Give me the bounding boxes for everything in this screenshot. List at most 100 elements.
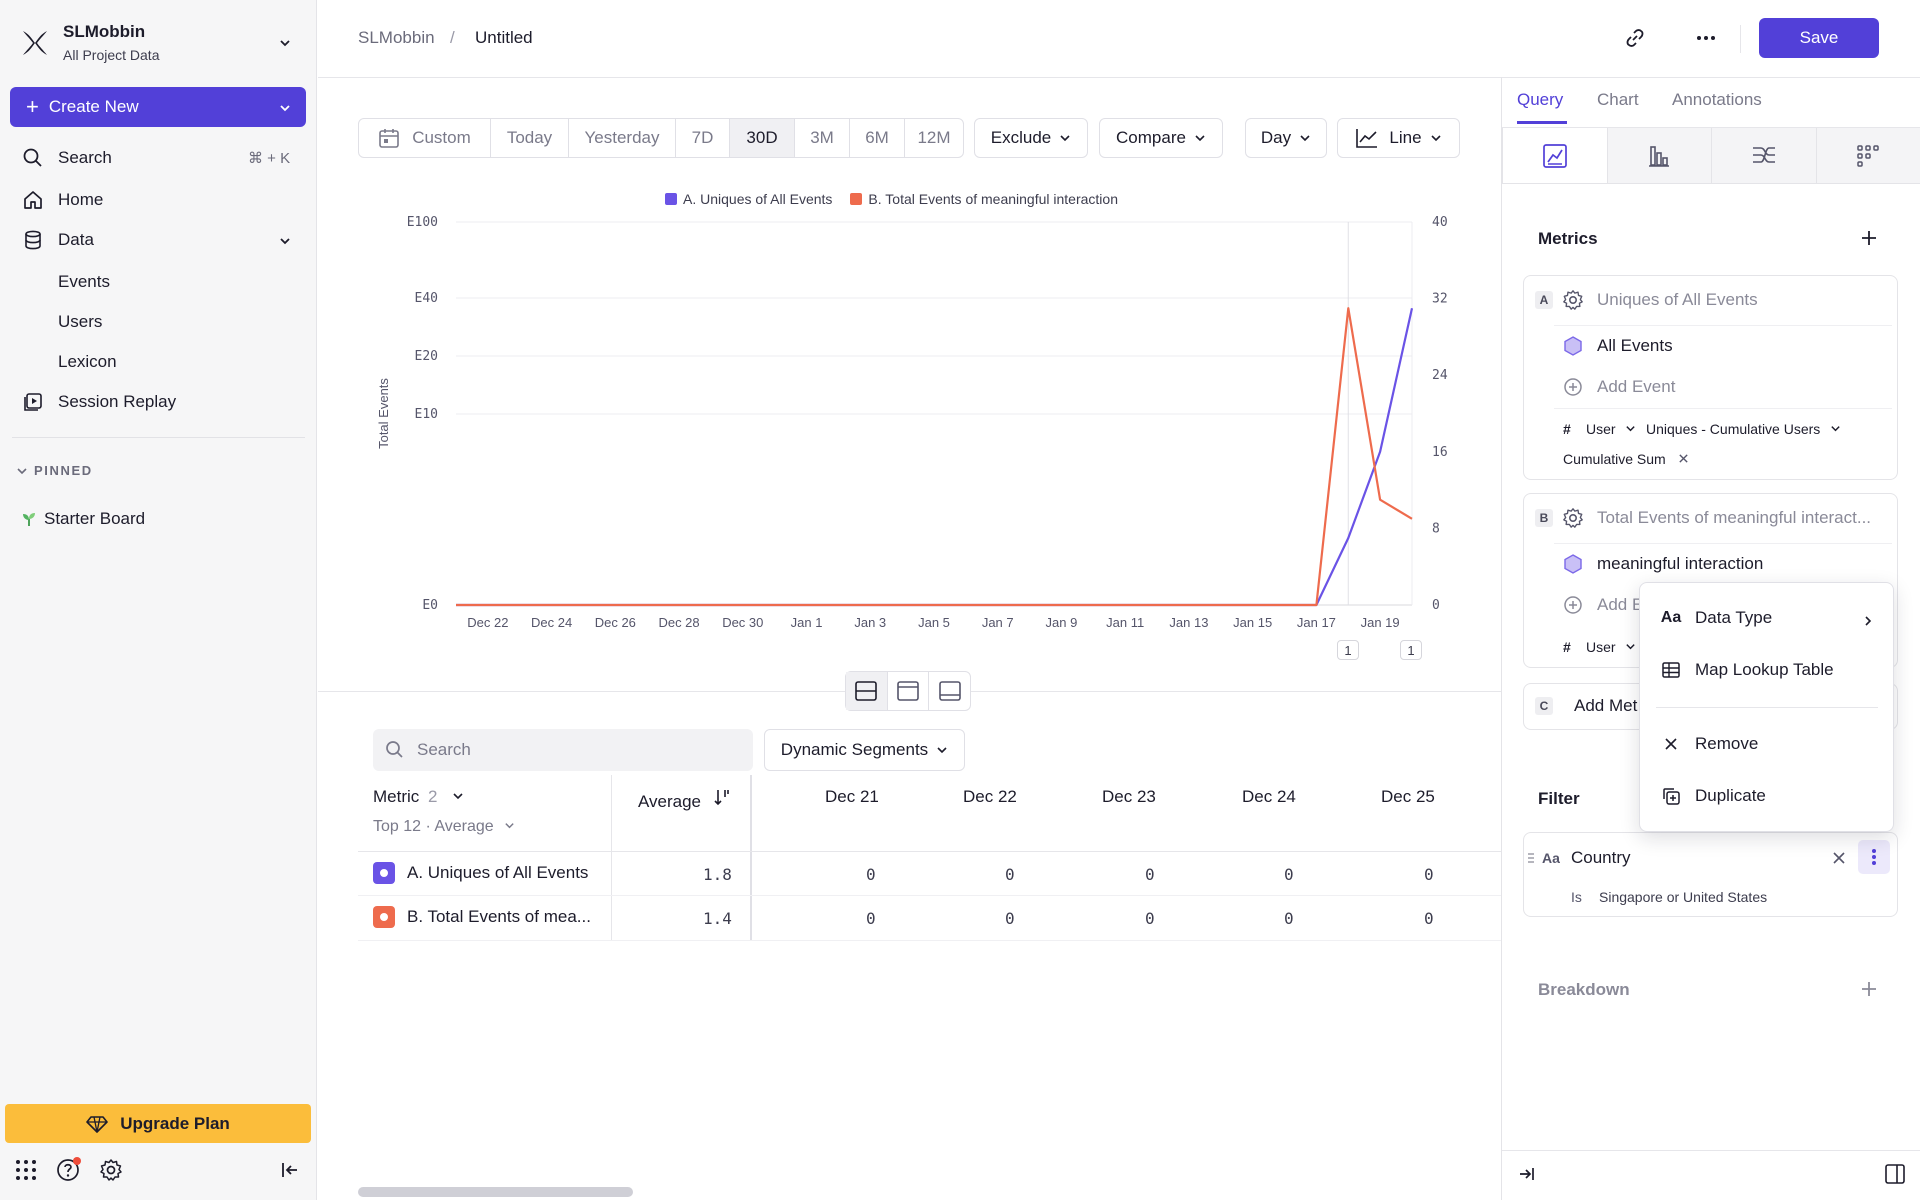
add-breakdown-plus-icon[interactable] xyxy=(1860,980,1878,998)
funnels-tab[interactable] xyxy=(1606,128,1711,183)
chart-type-dropdown[interactable]: Line xyxy=(1337,118,1460,158)
org-name[interactable]: SLMobbin xyxy=(63,22,146,41)
range-12m[interactable]: 12M xyxy=(917,128,951,147)
sidebar-item-session-replay[interactable]: Session Replay xyxy=(22,388,176,416)
layout-table-only-button[interactable] xyxy=(929,672,970,710)
collapse-panel-icon[interactable] xyxy=(1518,1165,1536,1183)
filter-value[interactable]: Singapore or United States xyxy=(1599,889,1768,905)
row-label: B. Total Events of mea... xyxy=(407,907,591,926)
exclude-dropdown[interactable]: Exclude xyxy=(974,118,1088,158)
layout-chart-only-button[interactable] xyxy=(888,672,930,710)
range-7d[interactable]: 7D xyxy=(676,119,730,157)
interval-dropdown[interactable]: Day xyxy=(1245,118,1327,158)
date-column-header[interactable]: Dec 21 xyxy=(825,787,879,806)
user-selector[interactable]: User xyxy=(1586,639,1636,655)
range-30d[interactable]: 30D xyxy=(730,119,795,157)
menu-item-data-type[interactable]: Aa Data Type xyxy=(1660,608,1772,628)
top-average-selector[interactable]: Top 12 · Average xyxy=(373,818,515,836)
range-6m[interactable]: 6M xyxy=(850,119,905,157)
app-logo-icon[interactable] xyxy=(20,28,50,58)
compare-dropdown[interactable]: Compare xyxy=(1099,118,1223,158)
date-column-header[interactable]: Dec 22 xyxy=(963,787,1017,806)
event-name-b[interactable]: meaningful interaction xyxy=(1597,554,1764,573)
average-column-header[interactable]: Average xyxy=(638,787,732,812)
range-today[interactable]: Today xyxy=(491,119,569,157)
table-row[interactable]: A. Uniques of All Events xyxy=(373,862,588,884)
user-selector[interactable]: User xyxy=(1586,421,1636,437)
settings-gear-icon[interactable] xyxy=(1562,507,1584,529)
report-title[interactable]: Untitled xyxy=(475,28,533,47)
sidebar-item-users[interactable]: Users xyxy=(58,312,103,331)
row-average: 1.8 xyxy=(703,865,732,884)
date-column-header[interactable]: Dec 23 xyxy=(1102,787,1156,806)
insights-tab[interactable] xyxy=(1502,128,1607,183)
upgrade-plan-button[interactable]: Upgrade Plan xyxy=(5,1104,311,1143)
chevron-down-icon[interactable] xyxy=(278,101,292,115)
event-name-a[interactable]: All Events xyxy=(1597,336,1673,355)
sidebar-item-data[interactable]: Data xyxy=(22,226,94,254)
measure-selector[interactable]: Uniques - Cumulative Users xyxy=(1646,421,1841,437)
range-yesterday[interactable]: Yesterday xyxy=(569,119,676,157)
annotation-marker[interactable]: 1 xyxy=(1337,640,1359,660)
help-icon[interactable] xyxy=(56,1156,82,1182)
collapse-sidebar-icon[interactable] xyxy=(280,1160,300,1180)
chevron-down-icon[interactable] xyxy=(278,234,292,248)
metric-title-a[interactable]: Uniques of All Events xyxy=(1597,290,1758,309)
table-search-input[interactable]: Search xyxy=(373,729,753,771)
add-circle-icon[interactable] xyxy=(1563,377,1583,397)
retention-tab[interactable] xyxy=(1815,128,1920,183)
close-icon[interactable] xyxy=(1678,453,1689,464)
save-button[interactable]: Save xyxy=(1759,18,1879,58)
tab-query[interactable]: Query xyxy=(1517,90,1564,109)
chevron-down-icon[interactable] xyxy=(278,36,292,50)
metric-column-header[interactable]: Metric 2 xyxy=(373,787,464,807)
sidebar-item-starter-board[interactable]: Starter Board xyxy=(20,505,145,533)
range-label: Custom xyxy=(412,128,471,147)
add-circle-icon[interactable] xyxy=(1563,595,1583,615)
layout-split-button[interactable] xyxy=(846,672,888,710)
sidebar-item-home[interactable]: Home xyxy=(22,186,103,214)
date-column-header[interactable]: Dec 25 xyxy=(1381,787,1435,806)
menu-item-duplicate[interactable]: Duplicate xyxy=(1660,786,1766,806)
more-horizontal-icon[interactable] xyxy=(1694,26,1718,50)
metric-title-b[interactable]: Total Events of meaningful interact... xyxy=(1597,508,1872,527)
filter-operator[interactable]: Is xyxy=(1571,889,1582,905)
add-metric-button[interactable]: Add Met xyxy=(1574,696,1638,715)
add-metric-plus-icon[interactable] xyxy=(1860,229,1878,247)
breakdown-heading: Breakdown xyxy=(1538,980,1630,999)
split-panel-icon[interactable] xyxy=(1884,1163,1906,1185)
drag-handle-icon[interactable] xyxy=(1527,852,1535,864)
sidebar-item-search[interactable]: Search xyxy=(22,144,112,172)
settings-gear-icon[interactable] xyxy=(1562,289,1584,311)
filter-more-button[interactable] xyxy=(1858,840,1890,874)
annotation-marker[interactable]: 1 xyxy=(1400,640,1422,660)
range-custom[interactable]: Custom xyxy=(359,119,491,157)
legend-item-a[interactable]: A. Uniques of All Events xyxy=(665,191,832,207)
breadcrumb-project[interactable]: SLMobbin xyxy=(358,28,435,47)
sidebar-item-lexicon[interactable]: Lexicon xyxy=(58,352,117,371)
menu-item-remove[interactable]: Remove xyxy=(1660,734,1758,754)
apps-grid-icon[interactable] xyxy=(14,1158,38,1182)
add-event-button[interactable]: Add E xyxy=(1597,595,1644,614)
dynamic-segments-dropdown[interactable]: Dynamic Segments xyxy=(764,729,965,771)
flows-tab[interactable] xyxy=(1711,128,1816,183)
legend-item-b[interactable]: B. Total Events of meaningful interactio… xyxy=(850,191,1118,207)
sort-icon[interactable] xyxy=(712,787,732,807)
settings-gear-icon[interactable] xyxy=(99,1158,123,1182)
cumulative-sum-chip[interactable]: Cumulative Sum xyxy=(1563,451,1689,467)
range-3m[interactable]: 3M xyxy=(795,119,850,157)
chevron-down-icon[interactable] xyxy=(16,465,28,477)
link-icon[interactable] xyxy=(1623,26,1647,50)
table-row[interactable]: B. Total Events of mea... xyxy=(373,906,591,928)
tab-annotations[interactable]: Annotations xyxy=(1672,90,1762,109)
tab-chart[interactable]: Chart xyxy=(1597,90,1639,109)
sidebar-item-events[interactable]: Events xyxy=(58,272,110,291)
horizontal-scrollbar[interactable] xyxy=(358,1187,633,1197)
close-icon[interactable] xyxy=(1832,851,1846,865)
filter-field[interactable]: Country xyxy=(1571,848,1631,867)
add-event-button[interactable]: Add Event xyxy=(1597,377,1676,396)
date-column-header[interactable]: Dec 24 xyxy=(1242,787,1296,806)
menu-item-map-lookup[interactable]: Map Lookup Table xyxy=(1660,660,1834,680)
menu-item-label: Remove xyxy=(1695,734,1759,753)
create-new-button[interactable]: + Create New xyxy=(10,87,306,127)
